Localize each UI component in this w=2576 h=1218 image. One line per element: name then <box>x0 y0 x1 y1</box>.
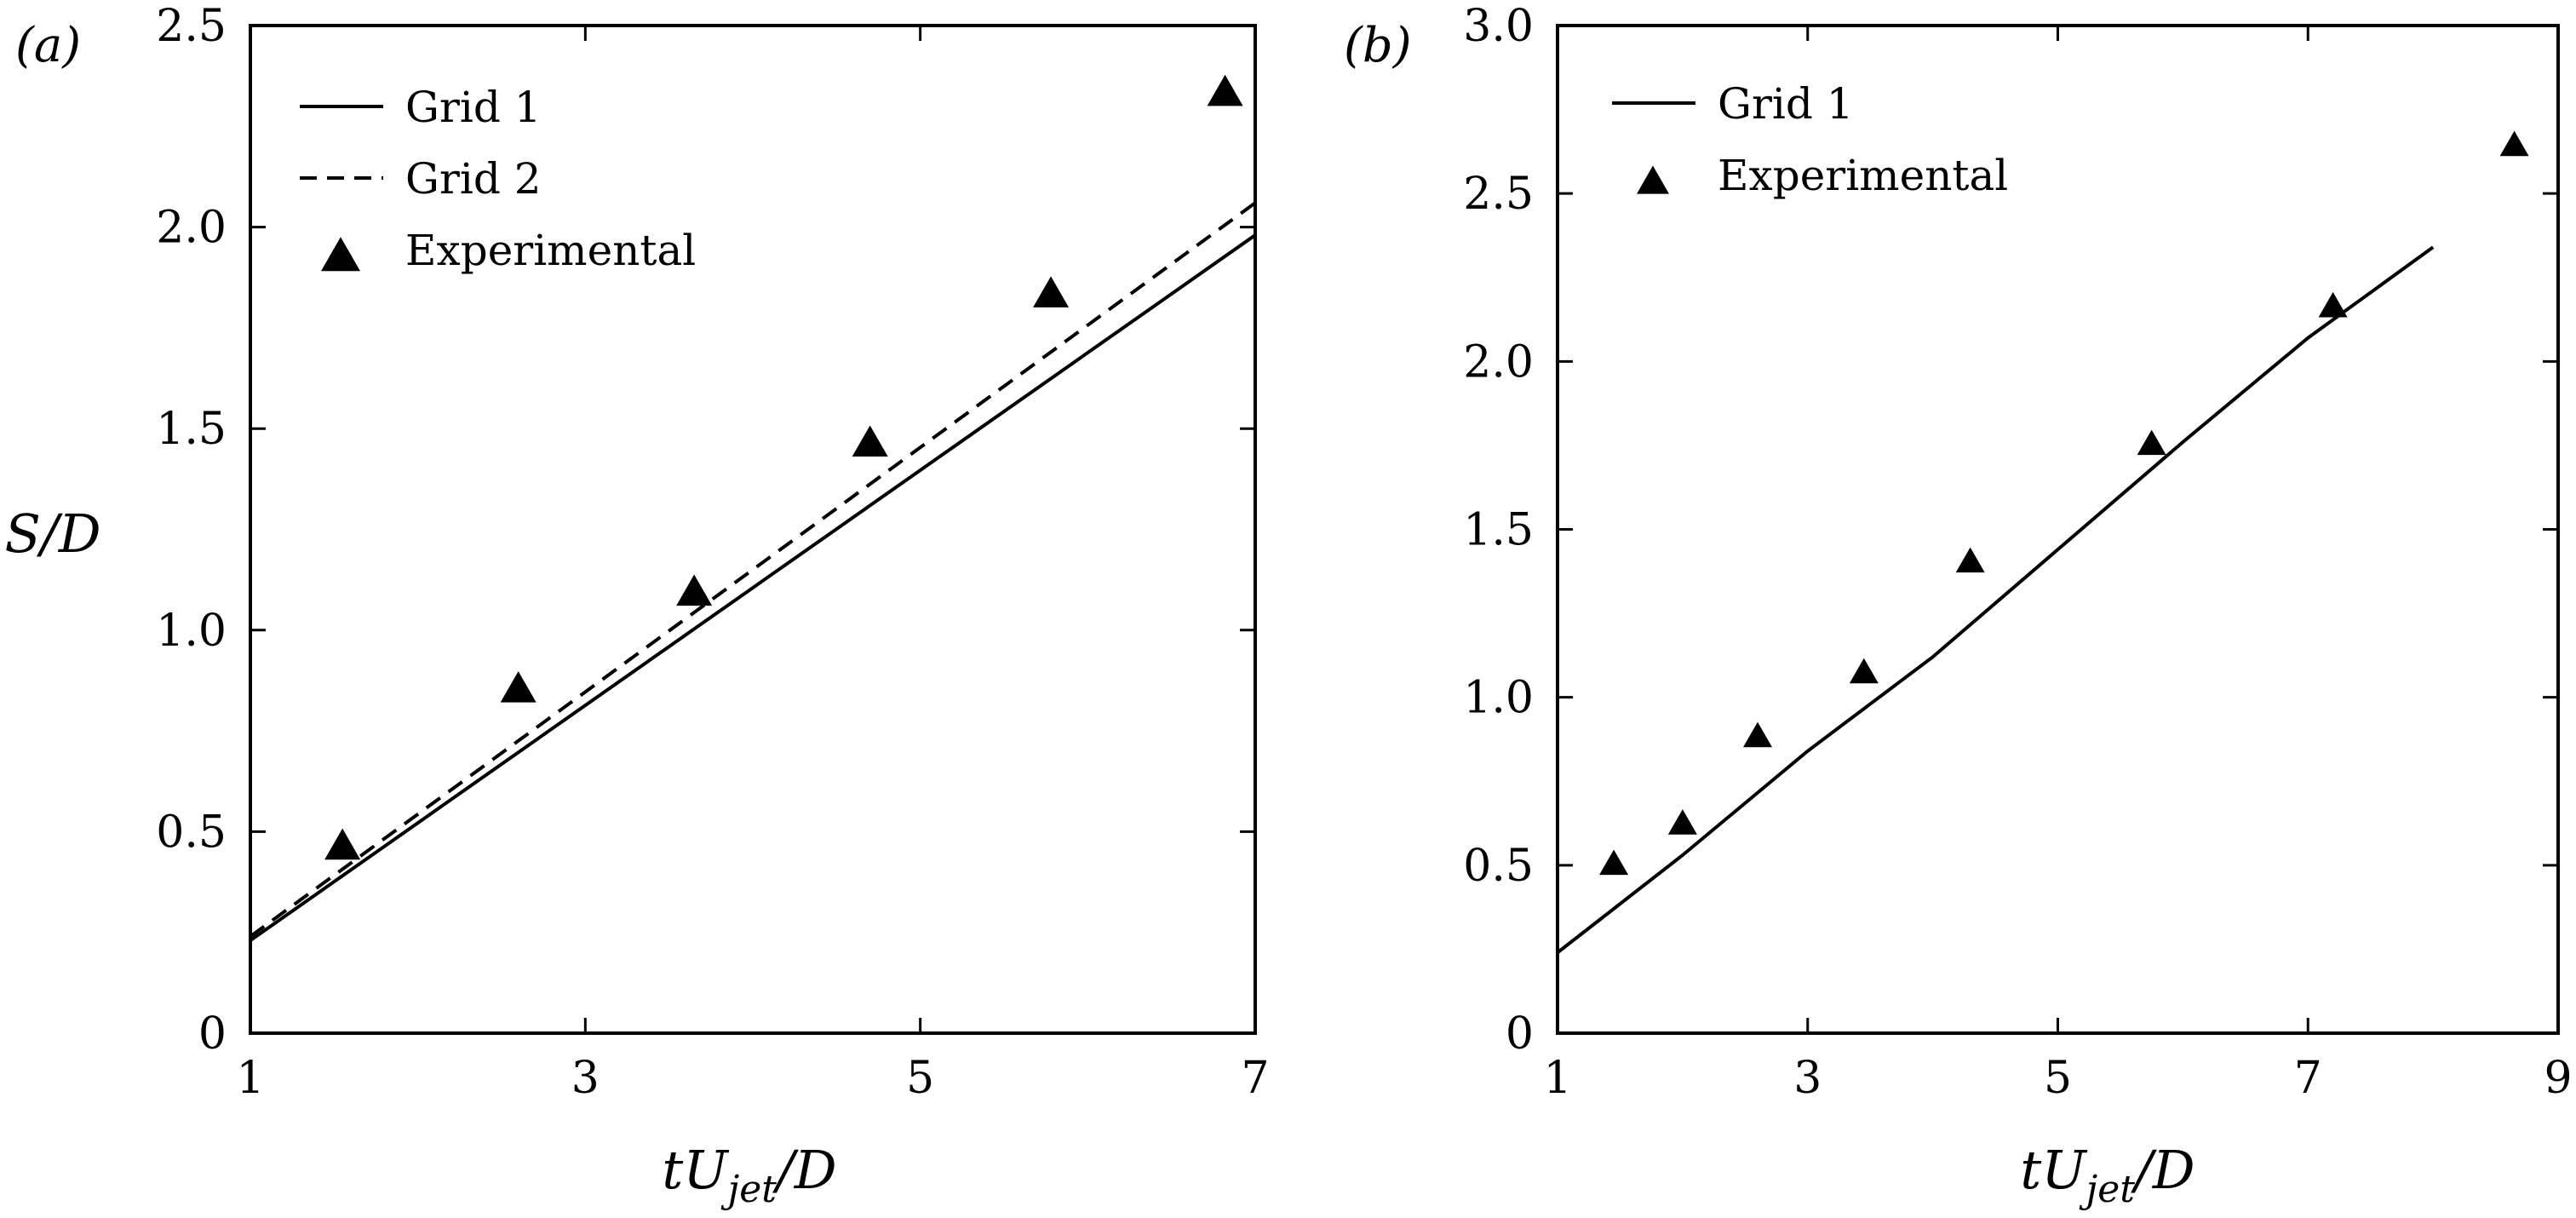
experimental-point <box>1667 809 1697 835</box>
y-tick-label: 1.5 <box>156 404 227 455</box>
x-tick-label: 7 <box>1241 1053 1269 1104</box>
y-tick-label: 0 <box>198 1008 227 1060</box>
panel-b-legend: Grid 1 Experimental <box>1612 79 2008 200</box>
experimental-point <box>1849 658 1879 684</box>
panel-b: (b) tUjet/D 1 3 5 7 9 0 0.5 1.0 1.5 2.0 2.5 3.0 Gri… <box>1344 1 2573 1211</box>
x-tick-label: 3 <box>571 1053 600 1104</box>
panel-b-label: (b) <box>1344 18 1412 73</box>
y-tick-label: 3.0 <box>1463 1 1534 52</box>
y-tick-label: 0.5 <box>1463 841 1534 892</box>
x-tick-label: 1 <box>1543 1053 1571 1104</box>
legend-label: Grid 1 <box>405 83 542 132</box>
panel-a: (a) S/D tUjet/D 1 3 5 7 0 0.5 1.0 1.5 2.0 2.5 Gri… <box>4 1 1269 1211</box>
panel-a-label: (a) <box>15 18 81 73</box>
experimental-point <box>500 671 536 703</box>
panel-a-y-axis-label: S/D <box>4 503 100 565</box>
grid-1-line <box>1556 245 2435 954</box>
experimental-point <box>1033 276 1070 307</box>
panel-a-series <box>249 74 1257 942</box>
experimental-point <box>1599 849 1629 876</box>
grid-1-line <box>249 233 1257 942</box>
panel-b-ticks: 1 3 5 7 9 0 0.5 1.0 1.5 2.0 2.5 3.0 <box>1463 1 2572 1104</box>
x-tick-label: 1 <box>236 1053 264 1104</box>
panel-a-x-axis-label: tUjet/D <box>662 1139 836 1211</box>
experimental-point <box>2499 130 2529 157</box>
panel-b-plot-frame <box>1556 24 2560 1035</box>
x-tick-label: 3 <box>1793 1053 1822 1104</box>
legend-marker-experimental <box>1637 165 1669 194</box>
legend-marker-experimental <box>321 237 360 272</box>
panel-b-series <box>1556 130 2529 954</box>
y-tick-label: 2.5 <box>1463 169 1534 220</box>
panel-a-ticks: 1 3 5 7 0 0.5 1.0 1.5 2.0 2.5 <box>156 1 1269 1104</box>
legend-label: Experimental <box>1718 151 2008 200</box>
grid-2-line <box>249 201 1257 939</box>
experimental-point <box>1955 547 1985 573</box>
experimental-point <box>2318 291 2348 318</box>
x-tick-label: 9 <box>2544 1053 2572 1104</box>
experimental-point <box>676 574 713 606</box>
y-tick-label: 0.5 <box>156 807 227 858</box>
y-tick-label: 2.5 <box>156 1 227 52</box>
legend-label: Grid 1 <box>1718 79 1854 129</box>
y-tick-label: 2.0 <box>156 203 227 254</box>
experimental-point <box>2137 429 2166 456</box>
y-tick-label: 1.0 <box>156 606 227 657</box>
y-tick-label: 2.0 <box>1463 336 1534 388</box>
panel-a-legend: Grid 1 Grid 2 Experimental <box>300 83 696 275</box>
panel-a-plot-frame <box>249 24 1257 1035</box>
experimental-point <box>852 425 888 457</box>
experimental-point <box>1743 721 1772 748</box>
experimental-point <box>1207 74 1243 106</box>
experimental-point <box>324 828 361 860</box>
legend-label: Experimental <box>405 226 696 275</box>
y-tick-label: 0 <box>1506 1008 1534 1060</box>
panel-b-x-axis-label: tUjet/D <box>2020 1139 2194 1211</box>
legend-label: Grid 2 <box>405 154 542 204</box>
y-tick-label: 1.5 <box>1463 505 1534 556</box>
x-tick-label: 5 <box>906 1053 934 1104</box>
x-tick-label: 7 <box>2294 1053 2322 1104</box>
x-tick-label: 5 <box>2044 1053 2072 1104</box>
y-tick-label: 1.0 <box>1463 673 1534 724</box>
